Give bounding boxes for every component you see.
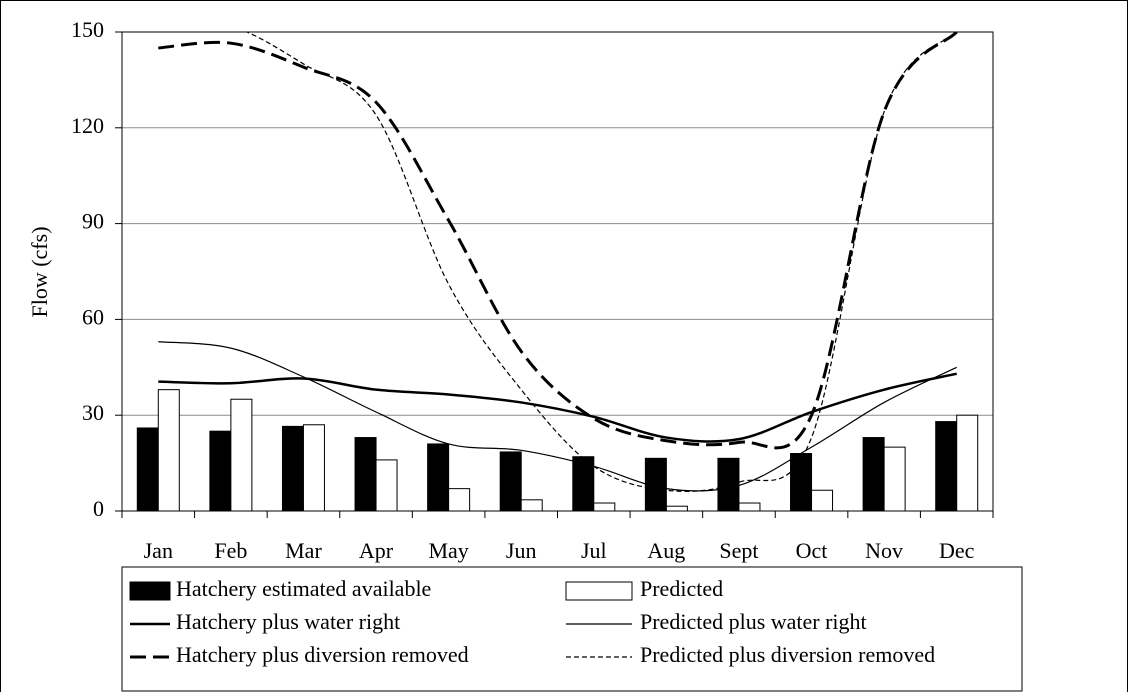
bar [448,488,471,512]
legend-label: Hatchery plus diversion removed [176,642,469,667]
x-tick-label: Feb [214,538,247,563]
bar [499,451,522,512]
legend-label: Hatchery plus water right [176,609,400,634]
line [158,341,957,492]
plot-border [121,31,994,512]
bar [738,502,761,512]
x-tick-label: Oct [796,538,828,563]
y-tick-label: 0 [93,496,104,521]
x-tick-label: Sept [719,538,758,563]
bar [302,424,325,512]
x-tick-label: May [428,538,468,563]
x-tick-label: Nov [865,538,903,563]
line [158,372,957,443]
lines [158,32,958,492]
bar [811,489,834,512]
y-tick-label: 30 [82,400,104,425]
bar [717,457,740,512]
y-tick-label: 120 [71,113,104,138]
y-tick-label: 150 [71,17,104,42]
legend-label: Predicted plus diversion removed [640,642,935,667]
x-tick-label: Apr [359,538,394,563]
bar [862,437,885,512]
x-tick-label: Jun [506,538,537,563]
bar [281,425,304,512]
x-tick-label: Jul [581,538,607,563]
bar [136,427,159,512]
line [158,32,958,450]
x-tick-label: Dec [939,538,975,563]
bar [883,446,906,512]
bar [354,437,377,512]
bar [790,453,813,512]
bar [209,430,232,512]
bar [157,389,180,512]
bar [956,414,979,512]
legend-swatch [129,581,171,601]
bar [935,421,958,512]
y-axis-label: Flow (cfs) [27,226,52,317]
bar [375,459,398,512]
x-tick-label: Aug [647,538,685,563]
legend-label: Hatchery estimated available [176,576,431,601]
line [245,32,958,492]
legend-label: Predicted [640,576,723,601]
y-tick-label: 90 [82,209,104,234]
x-tick-label: Mar [285,538,322,563]
y-tick-label: 60 [82,304,104,329]
x-tick-label: Jan [144,538,173,563]
bar [230,398,253,512]
bar [427,443,450,512]
legend-label: Predicted plus water right [640,609,867,634]
bar [520,499,543,512]
bar [593,502,616,512]
bar [665,505,688,512]
legend-swatch [565,581,633,601]
plot-area [122,32,993,511]
